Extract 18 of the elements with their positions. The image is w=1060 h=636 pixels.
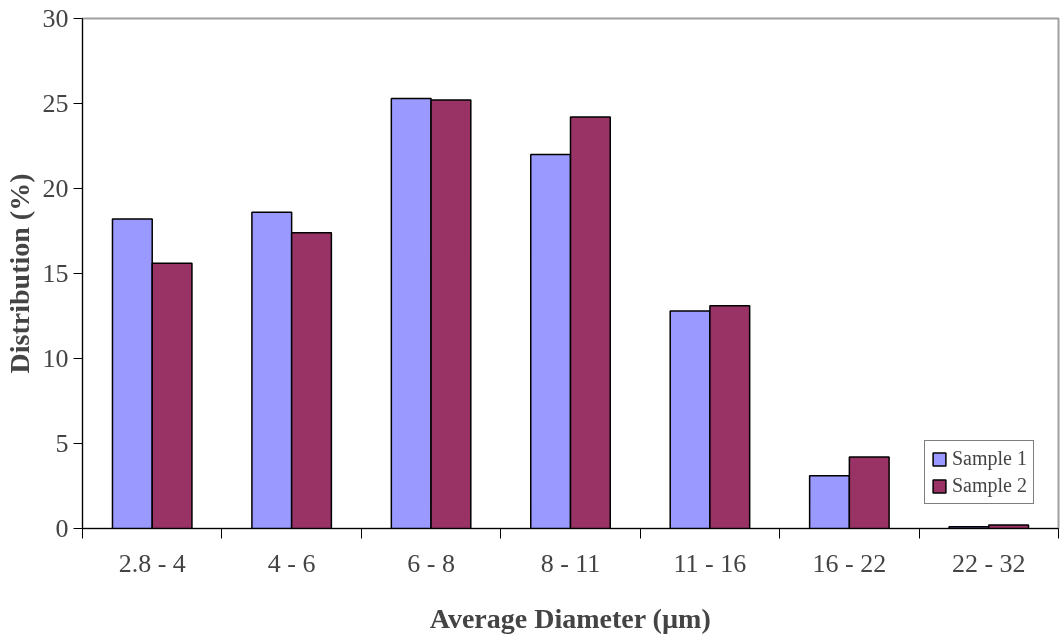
y-tick-label: 10 bbox=[42, 344, 69, 373]
legend-label: Sample 1 bbox=[952, 447, 1027, 470]
x-axis-title: Average Diameter (µm) bbox=[429, 602, 711, 634]
x-tick-label: 6 - 8 bbox=[407, 548, 455, 578]
y-tick-label: 5 bbox=[55, 429, 69, 458]
y-tick-label: 0 bbox=[55, 514, 69, 543]
y-tick-label: 15 bbox=[42, 259, 69, 288]
x-tick-label: 4 - 6 bbox=[267, 548, 316, 578]
legend-label: Sample 2 bbox=[952, 474, 1027, 497]
x-tick-label: 22 - 32 bbox=[951, 548, 1026, 578]
x-tick-label: 2.8 - 4 bbox=[118, 548, 186, 578]
x-tick-label: 16 - 22 bbox=[812, 548, 887, 578]
y-tick-label: 20 bbox=[42, 174, 69, 203]
x-tick-label: 8 - 11 bbox=[540, 548, 601, 578]
y-axis-title: Distribution (%) bbox=[3, 173, 35, 374]
y-tick-label: 25 bbox=[42, 89, 69, 118]
x-tick-label: 11 - 16 bbox=[673, 548, 747, 578]
y-tick-label: 30 bbox=[42, 4, 69, 33]
